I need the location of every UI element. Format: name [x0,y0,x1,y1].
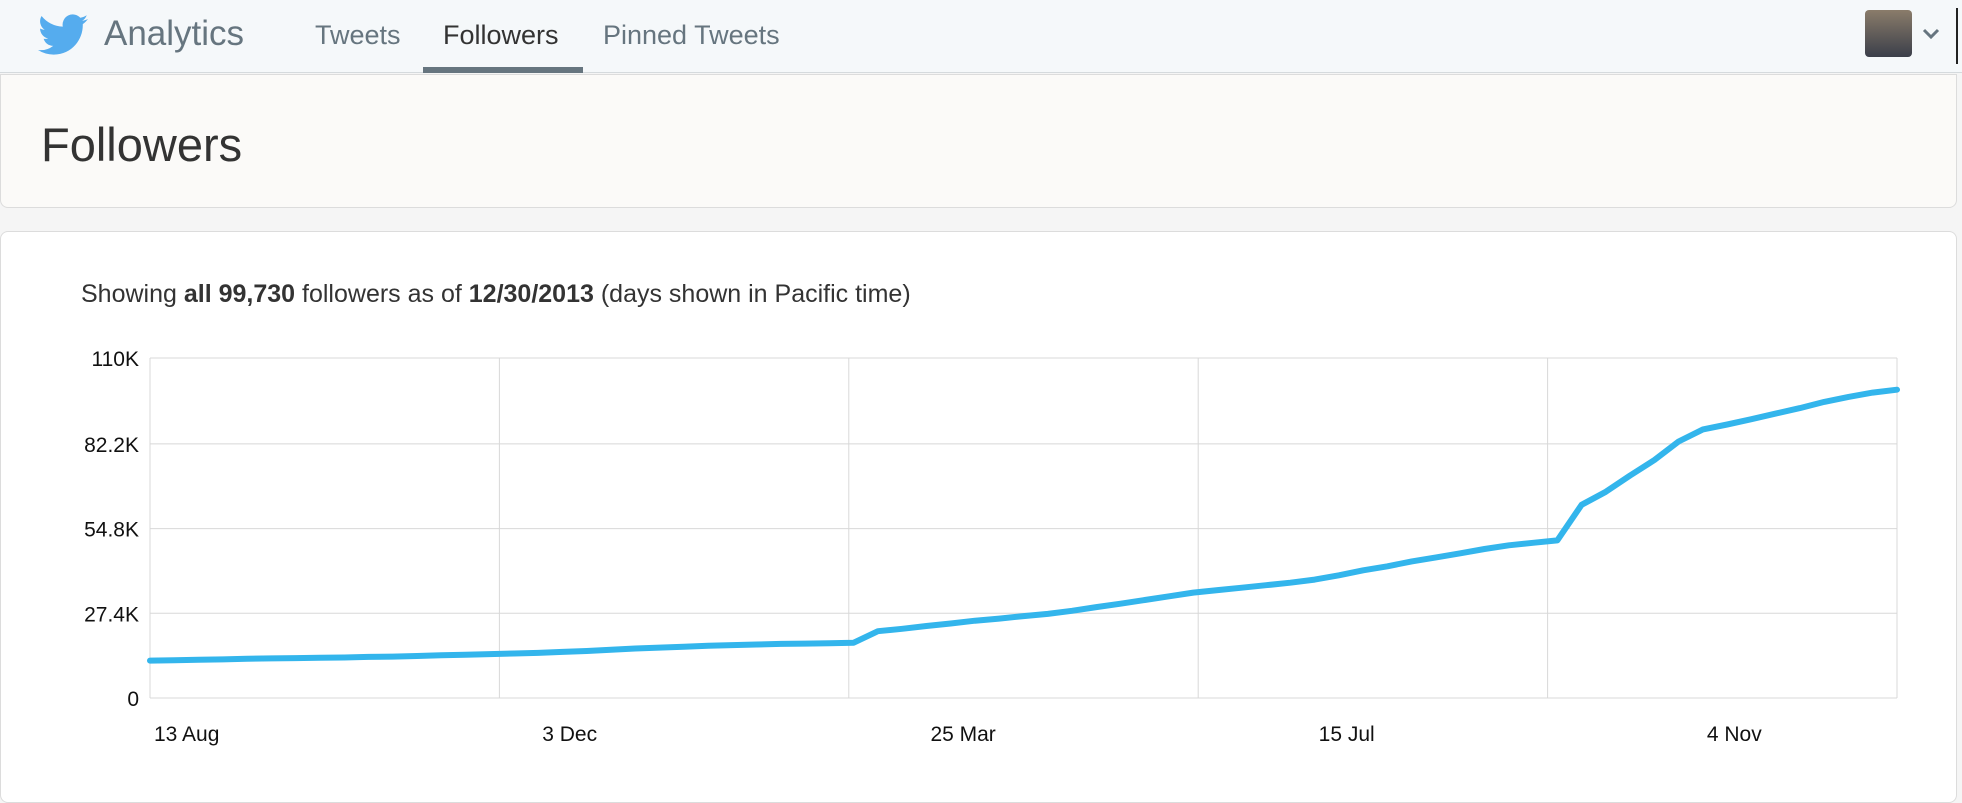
summary-text: (days shown in Pacific time) [593,280,911,308]
y-tick-label: 54.8K [84,519,139,542]
divider [1956,8,1958,64]
page-header: Followers [0,74,1957,208]
summary-text: Showing [81,280,184,308]
logo[interactable] [38,14,88,56]
summary-count: all 99,730 [183,280,296,308]
active-tab-indicator [423,67,583,73]
chart-card [0,231,1957,803]
tab[interactable]: Tweets [315,20,401,50]
summary-text: followers as of [295,280,469,308]
chart: 0 27.4K 54.8K 82.2K 110K 13 Aug 3 Dec 25 Mar 15 … [84,348,1900,746]
x-tick-label: 13 Aug [154,723,219,746]
x-tick-label: 25 Mar [930,723,995,746]
brand[interactable]: Analytics [104,14,245,53]
tab[interactable]: Followers [443,20,559,50]
x-tick-label: 4 Nov [1707,723,1762,746]
y-tick-label: 0 [127,688,139,711]
menu-chevron[interactable] [1922,28,1940,40]
y-tick-label: 82.2K [84,434,139,457]
summary-date: 12/30/2013 [468,280,594,308]
tab[interactable]: Pinned Tweets [603,20,780,50]
y-tick-label: 27.4K [84,603,139,626]
summary: Showing all 99,730 followers as of 12/30… [81,280,911,309]
nav-bar: Analytics Tweets Followers Pinned Tweets [0,0,1962,73]
x-tick-label: 15 Jul [1319,723,1375,746]
y-tick-label: 110K [92,348,140,371]
page-title: Followers [41,118,243,171]
avatar[interactable] [1865,10,1912,57]
x-tick-label: 3 Dec [542,723,597,746]
series-line [147,386,1900,664]
